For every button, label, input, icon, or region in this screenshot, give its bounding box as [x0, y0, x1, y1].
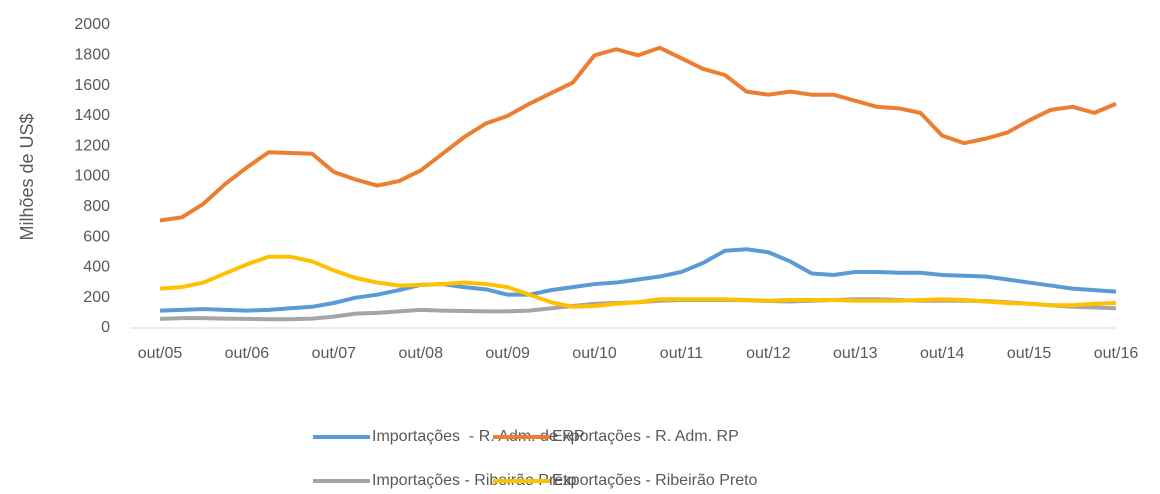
- series-line: [159, 45, 1117, 223]
- x-tick-label: out/11: [660, 345, 703, 362]
- x-tick-label: out/05: [138, 345, 183, 362]
- y-axis-label: Milhões de US$: [17, 113, 37, 240]
- x-tick-label: out/13: [833, 345, 878, 362]
- y-tick-label: 1000: [74, 168, 110, 185]
- y-tick-label: 1200: [74, 137, 110, 154]
- legend-label: Exportações - Ribeirão Preto: [552, 472, 758, 489]
- x-tick-label: out/06: [225, 345, 270, 362]
- x-tick-label: out/12: [746, 345, 791, 362]
- y-tick-label: 600: [83, 228, 110, 245]
- legend-label: Importações - Ribeirão Preto: [372, 472, 577, 489]
- series-line: [159, 247, 1117, 313]
- legend-label: Exportações - R. Adm. RP: [552, 428, 739, 445]
- legend-label: Importações - R. Adm. de RP: [372, 428, 585, 445]
- x-tick-label: out/08: [398, 345, 443, 362]
- x-tick-label: out/10: [572, 345, 617, 362]
- y-tick-label: 1800: [74, 47, 110, 64]
- x-tick-label: out/07: [312, 345, 357, 362]
- y-tick-label: 400: [83, 259, 110, 276]
- y-tick-label: 1600: [74, 77, 110, 94]
- y-tick-label: 200: [83, 289, 110, 306]
- y-tick-label: 2000: [74, 16, 110, 33]
- x-tick-label: out/14: [920, 345, 965, 362]
- x-tick-label: out/15: [1007, 345, 1052, 362]
- y-tick-label: 1400: [74, 107, 110, 124]
- y-tick-label: 800: [83, 198, 110, 215]
- x-tick-label: out/09: [485, 345, 530, 362]
- x-tick-label: out/16: [1094, 345, 1139, 362]
- y-tick-label: 0: [101, 319, 110, 336]
- series-line: [159, 254, 1117, 309]
